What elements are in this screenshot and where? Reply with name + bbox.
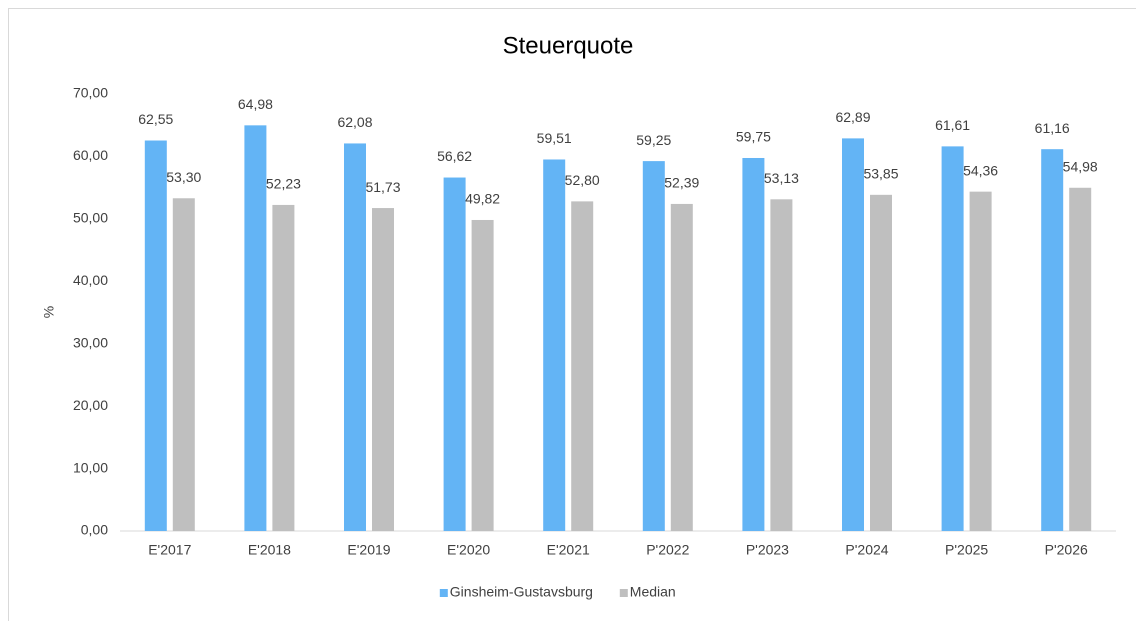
data-label: 62,55 (138, 111, 173, 127)
y-tick-label: 20,00 (73, 397, 108, 413)
legend-swatch (619, 589, 628, 597)
bar (670, 203, 693, 532)
data-label: 59,75 (736, 129, 771, 145)
bar (443, 177, 466, 532)
data-label: 61,61 (935, 117, 970, 133)
x-tick-label: P'2024 (845, 542, 888, 558)
data-label: 56,62 (437, 148, 472, 164)
x-tick-label: E'2021 (547, 542, 590, 558)
x-tick-label: E'2017 (148, 542, 191, 558)
y-tick-label: 40,00 (73, 272, 108, 288)
data-label: 53,85 (863, 166, 898, 182)
data-label: 62,08 (337, 114, 372, 130)
data-label: 52,39 (664, 175, 699, 191)
y-tick-label: 60,00 (73, 147, 108, 163)
y-tick-label: 10,00 (73, 459, 108, 475)
bar (471, 219, 494, 532)
bar (244, 125, 267, 531)
bar (571, 201, 594, 531)
data-label: 52,23 (266, 176, 301, 192)
x-tick-label: P'2026 (1045, 542, 1088, 558)
bar (870, 194, 892, 531)
bar (372, 208, 394, 531)
bar (842, 138, 864, 531)
bar (543, 159, 566, 532)
x-tick-label: P'2023 (746, 542, 789, 558)
bar (144, 140, 167, 532)
x-tick-label: P'2022 (646, 542, 689, 558)
bar (969, 191, 992, 531)
bar (770, 199, 793, 531)
data-label: 54,98 (1063, 158, 1098, 174)
bar (1069, 187, 1092, 532)
bar (1041, 149, 1064, 531)
x-tick-label: E'2020 (447, 542, 490, 558)
bar (941, 146, 964, 532)
data-label: 61,16 (1035, 120, 1070, 136)
x-tick-label: E'2019 (347, 542, 390, 558)
data-label: 53,13 (764, 170, 799, 186)
data-label: 53,30 (166, 169, 201, 185)
bar (172, 198, 195, 531)
data-label: 52,80 (565, 172, 600, 188)
bar (642, 161, 665, 531)
bar (344, 143, 366, 532)
data-label: 49,82 (465, 191, 500, 207)
y-tick-label: 0,00 (81, 522, 108, 538)
bar (742, 157, 765, 531)
data-label: 59,25 (636, 132, 671, 148)
legend-swatch (439, 589, 448, 597)
bar (272, 204, 295, 531)
data-label: 51,73 (365, 179, 400, 195)
y-tick-label: 70,00 (73, 85, 108, 101)
y-axis-label: % (41, 306, 57, 318)
legend-label: Ginsheim-Gustavsburg (450, 584, 593, 600)
data-label: 54,36 (963, 162, 998, 178)
x-tick-label: E'2018 (248, 542, 291, 558)
legend-label: Median (630, 584, 676, 600)
x-tick-label: P'2025 (945, 542, 988, 558)
y-tick-label: 50,00 (73, 210, 108, 226)
chart-title: Steuerquote (503, 32, 634, 59)
data-label: 64,98 (238, 96, 273, 112)
data-label: 59,51 (537, 130, 572, 146)
y-tick-label: 30,00 (73, 334, 108, 350)
data-label: 62,89 (835, 109, 870, 125)
